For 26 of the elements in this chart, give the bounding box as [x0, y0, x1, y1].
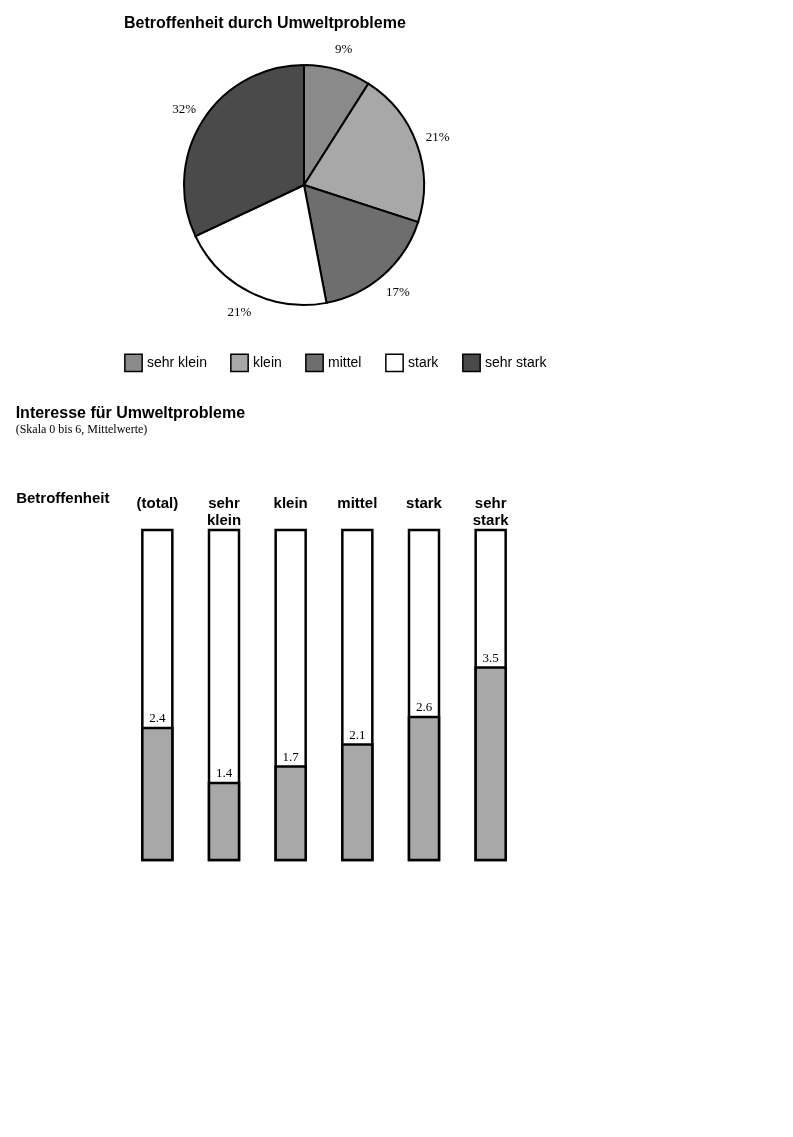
x-tick-label: mittel — [337, 493, 378, 511]
x-tick-label: sehr klein — [206, 493, 242, 528]
x-tick-label: sehr stark — [472, 493, 510, 528]
x-tick-label: klein — [273, 493, 308, 511]
x-axis-title: Betroffenheit — [16, 488, 110, 506]
legend-label: sehr klein — [147, 353, 207, 370]
data-label: 9% — [334, 40, 353, 56]
chart-title: Interesse für Umweltprobleme — [15, 404, 246, 421]
data-label: 32% — [172, 100, 197, 116]
data-label: 21% — [227, 303, 252, 319]
x-tick-label: (total) — [136, 493, 179, 511]
data-label: 2.1 — [349, 726, 366, 742]
legend-label: mittel — [328, 353, 362, 370]
data-label: 17% — [385, 283, 410, 299]
data-label: 1.7 — [282, 748, 300, 764]
legend-label: klein — [253, 353, 282, 370]
data-label: 21% — [425, 128, 450, 144]
data-label: 2.6 — [415, 699, 433, 714]
chart-subtitle: (Skala 0 bis 6, Mittelwerte) — [15, 422, 148, 436]
legend-label: stark — [408, 353, 440, 370]
chart-title: Betroffenheit durch Umweltprobleme — [124, 14, 406, 31]
legend-label: sehr stark — [485, 353, 548, 370]
data-label: 1.4 — [215, 765, 233, 780]
data-label: 2.4 — [149, 710, 166, 725]
data-label: 3.5 — [482, 649, 499, 665]
x-tick-label: stark — [406, 493, 443, 511]
